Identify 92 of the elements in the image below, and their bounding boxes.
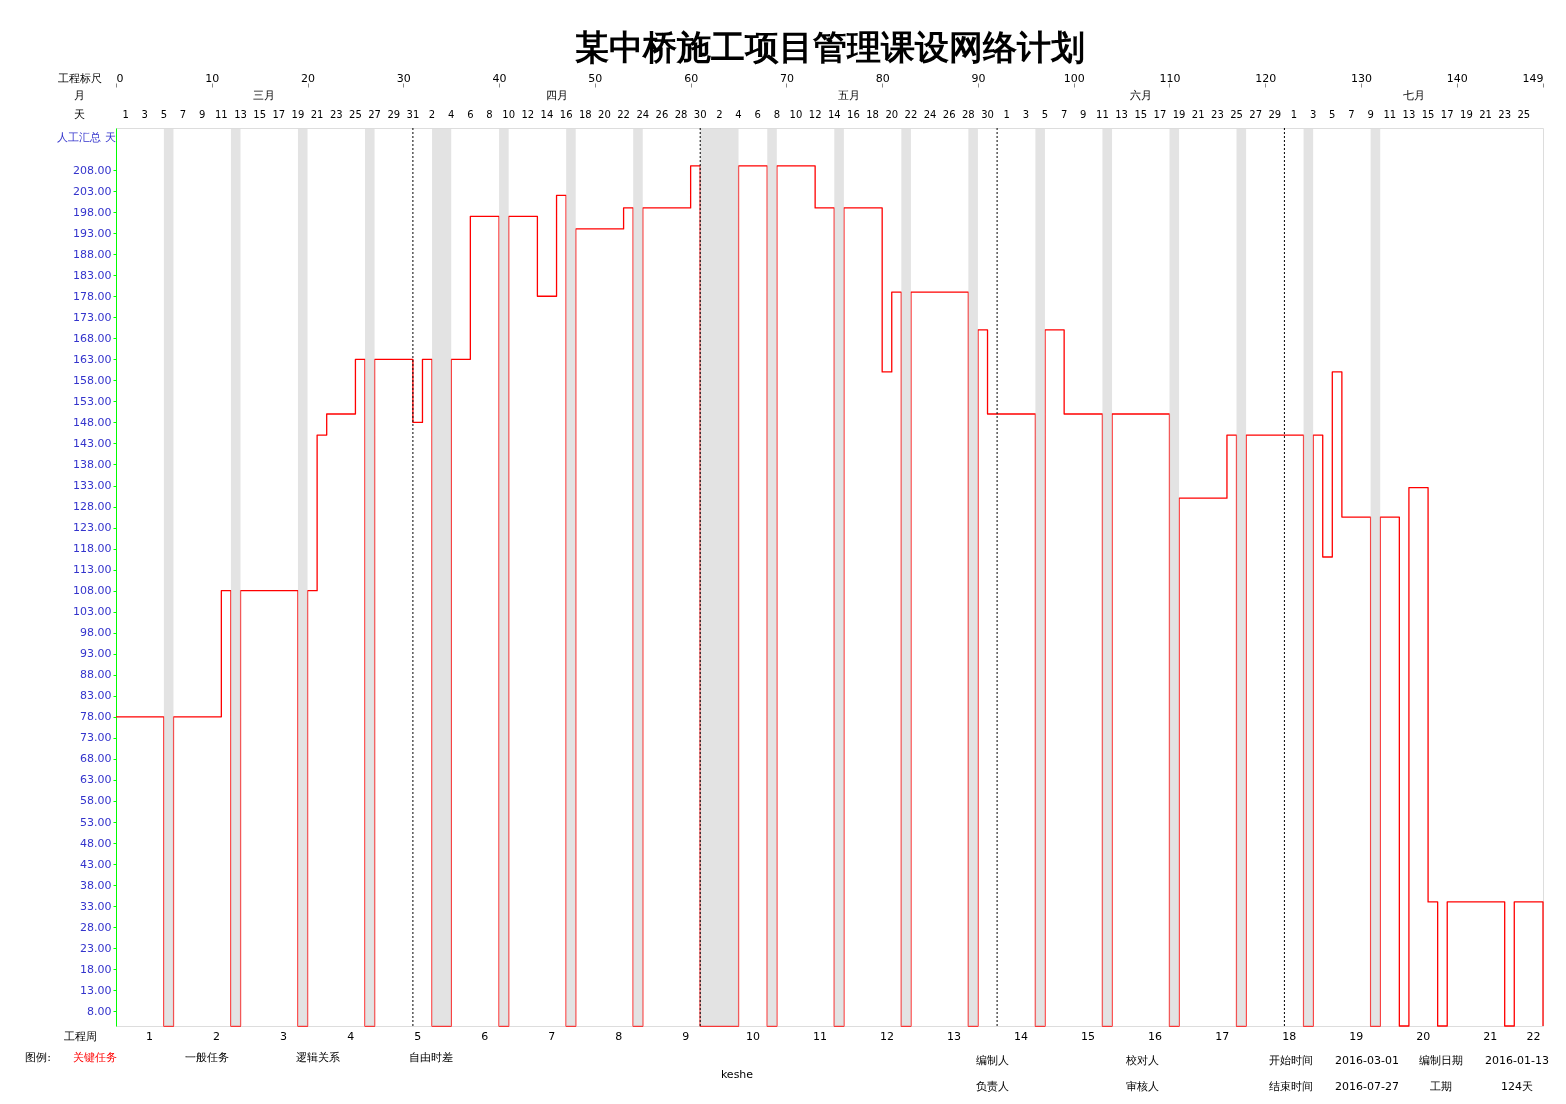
y-tick-label: 18.00 xyxy=(80,962,112,976)
y-tick-label: 78.00 xyxy=(80,710,112,724)
y-tick-label: 33.00 xyxy=(80,899,112,913)
y-tick-label: 148.00 xyxy=(73,415,112,429)
x-tick-label: 30 xyxy=(396,71,411,85)
text: 工期 xyxy=(1430,1080,1452,1093)
text: 天 xyxy=(73,108,85,121)
y-tick-label: 138.00 xyxy=(73,457,112,471)
text: 五月 xyxy=(837,89,860,102)
text: 四月 xyxy=(545,89,568,102)
y-tick-label: 208.00 xyxy=(73,163,112,177)
text: 校对人 xyxy=(1124,1054,1159,1067)
text: 月 xyxy=(73,89,85,102)
y-tick-label: 143.00 xyxy=(73,436,112,450)
text: 审核人 xyxy=(1125,1080,1159,1093)
x-tick-label: 70 xyxy=(779,71,794,85)
y-tick-label: 178.00 xyxy=(73,289,112,303)
x-tick-label: 0 xyxy=(116,71,124,85)
y-tick-label: 53.00 xyxy=(80,815,112,829)
y-tick-label: 198.00 xyxy=(73,205,112,219)
y-tick-label: 163.00 xyxy=(73,352,112,366)
y-tick-label: 63.00 xyxy=(80,773,112,787)
y-tick-label: 193.00 xyxy=(73,226,112,240)
text: 开始时间 xyxy=(1269,1054,1313,1067)
x-tick-label: 20 xyxy=(301,71,316,85)
text: 1 3 5 7 9 11 13 15 17 19 21 23 25 xyxy=(1290,109,1531,120)
text: 工程周 xyxy=(63,1030,97,1043)
x-tick-label: 120 xyxy=(1255,71,1277,85)
text: 图例: xyxy=(25,1051,51,1064)
y-tick-label: 68.00 xyxy=(80,752,112,766)
x-tick-label: 80 xyxy=(875,71,890,85)
x-tick-label: 50 xyxy=(588,71,603,85)
y-tick-label: 93.00 xyxy=(80,647,112,661)
y-tick-label: 168.00 xyxy=(73,331,112,345)
x-tick-label: 149 xyxy=(1522,71,1544,85)
text: 编制人 xyxy=(975,1054,1009,1067)
y-tick-label: 98.00 xyxy=(80,626,112,640)
text: 结束时间 xyxy=(1269,1080,1313,1093)
x-tick-label: 130 xyxy=(1351,71,1373,85)
y-tick-label: 158.00 xyxy=(73,373,112,387)
y-tick-label: 123.00 xyxy=(73,521,112,535)
text: keshe xyxy=(720,1068,754,1081)
y-tick-label: 28.00 xyxy=(80,920,112,934)
x-tick-label: 110 xyxy=(1159,71,1181,85)
y-tick-label: 113.00 xyxy=(73,563,112,577)
y-tick-label: 13.00 xyxy=(80,983,112,997)
x-tick-label: 90 xyxy=(971,71,986,85)
text: 三月 xyxy=(253,89,276,102)
text: 六月 xyxy=(1129,89,1152,102)
y-tick-label: 153.00 xyxy=(73,394,112,408)
x-axis-title: 工程标尺 xyxy=(57,71,102,85)
chart-title: 某中桥施工项目管理课设网络计划 xyxy=(574,27,1085,67)
y-tick-label: 133.00 xyxy=(73,479,112,493)
text: 编制日期 xyxy=(1419,1054,1463,1067)
text: 1 3 5 7 9 11 13 15 17 19 21 23 25 27 29 xyxy=(1003,109,1282,120)
y-tick-label: 108.00 xyxy=(73,584,112,598)
x-tick-label: 60 xyxy=(684,71,699,85)
y-tick-label: 43.00 xyxy=(80,857,112,871)
y-tick-label: 83.00 xyxy=(80,689,112,703)
x-tick-label: 100 xyxy=(1063,71,1085,85)
y-tick-label: 188.00 xyxy=(73,247,112,261)
x-tick-label: 10 xyxy=(205,71,220,85)
text: 2016-01-13 xyxy=(1485,1054,1549,1067)
y-tick-label: 118.00 xyxy=(73,542,112,556)
y-tick-label: 73.00 xyxy=(80,731,112,745)
text: 一般任务 xyxy=(185,1051,229,1064)
text: 2 4 6 8 10 12 14 16 18 20 22 24 26 28 30 xyxy=(716,109,994,120)
text: 负责人 xyxy=(975,1080,1009,1093)
y-tick-label: 48.00 xyxy=(80,836,112,850)
text: 124天 xyxy=(1501,1080,1533,1093)
text: 2016-07-27 xyxy=(1335,1080,1399,1093)
x-tick-label: 40 xyxy=(492,71,507,85)
y-tick-label: 58.00 xyxy=(80,794,112,808)
y-tick-label: 103.00 xyxy=(73,605,112,619)
y-axis-title: 人工汇总 天 xyxy=(57,130,116,144)
text: 逻辑关系 xyxy=(296,1051,340,1064)
text: 自由时差 xyxy=(409,1051,453,1064)
y-tick-label: 173.00 xyxy=(73,310,112,324)
y-tick-label: 23.00 xyxy=(80,941,112,955)
text: 1 3 5 7 9 11 13 15 17 19 21 23 25 27 29 31 xyxy=(122,109,420,120)
y-tick-label: 128.00 xyxy=(73,500,112,514)
y-tick-label: 38.00 xyxy=(80,878,112,892)
y-tick-label: 203.00 xyxy=(73,184,112,198)
text: 关键任务 xyxy=(73,1051,117,1064)
y-tick-label: 8.00 xyxy=(87,1004,112,1018)
text: 七月 xyxy=(1402,89,1425,102)
y-tick-label: 88.00 xyxy=(80,668,112,682)
y-tick-label: 183.00 xyxy=(73,268,112,282)
text: 2 4 6 8 10 12 14 16 18 20 22 24 26 28 30 xyxy=(428,109,707,120)
text: 2016-03-01 xyxy=(1335,1054,1399,1067)
text: 1 2 3 4 5 6 7 8 9 10 11 12 13 14 15 16 17 18 19 20 21 22 xyxy=(146,1030,1541,1043)
x-tick-label: 140 xyxy=(1446,71,1468,85)
